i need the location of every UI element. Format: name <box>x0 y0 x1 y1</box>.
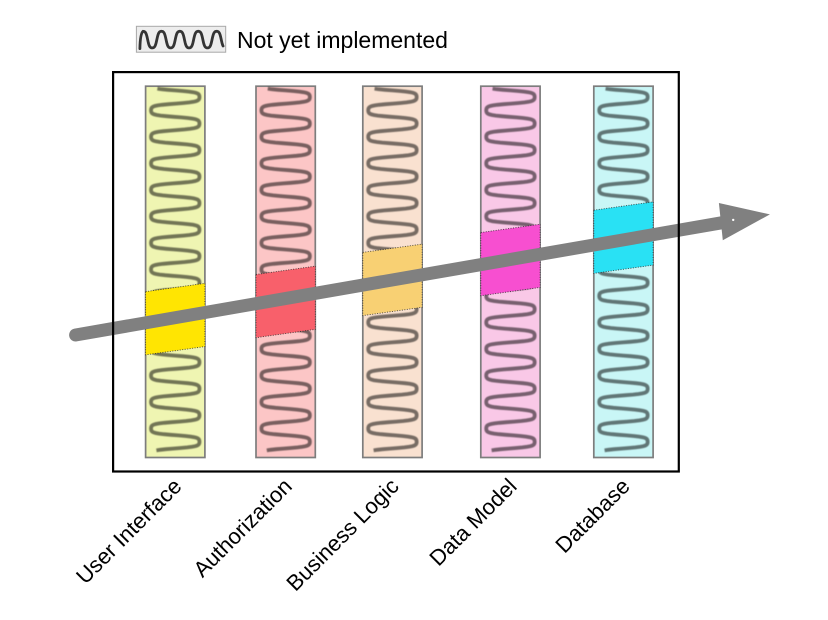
svg-text:Not yet implemented: Not yet implemented <box>237 27 448 53</box>
